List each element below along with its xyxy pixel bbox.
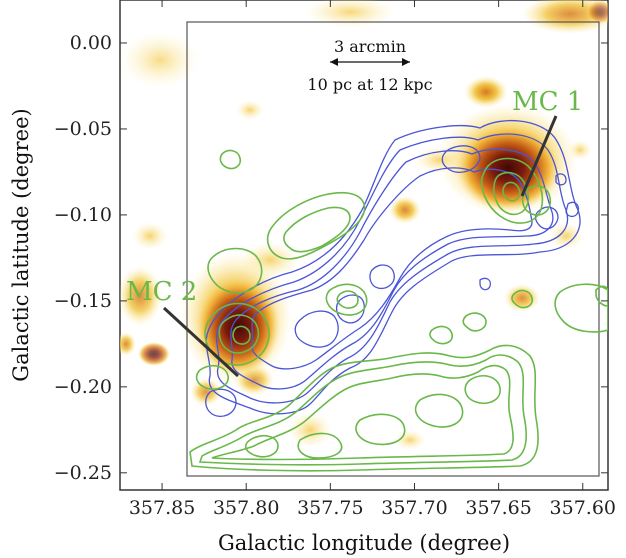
blue-contour: [294, 310, 339, 348]
blue-contour: [565, 201, 580, 218]
green-contour: [244, 434, 279, 458]
green-contour: [211, 364, 514, 461]
heat-speckle: [522, 0, 608, 34]
green-contour: [502, 181, 521, 202]
blue-contours: [205, 119, 581, 417]
heat-speckle: [389, 196, 421, 224]
green-contour: [480, 157, 544, 224]
heat-peak-mc2: [196, 276, 280, 376]
heat-speckle: [288, 412, 332, 448]
green-contour: [198, 354, 527, 466]
heat-speckle: [120, 332, 136, 356]
green-contour: [414, 393, 464, 428]
green-contour: [355, 413, 406, 446]
green-contour: [195, 364, 229, 391]
x-tick-label: 357.85: [129, 497, 195, 519]
green-contour: [189, 344, 539, 472]
green-contour: [325, 283, 368, 316]
axis-ticks: [120, 0, 608, 490]
x-tick-label: 357.70: [381, 497, 447, 519]
green-contour: [219, 149, 242, 170]
x-tick-label: 357.75: [297, 497, 363, 519]
y-tick-label: −0.25: [54, 462, 112, 484]
green-contour: [493, 171, 530, 216]
heat-speckle: [236, 100, 264, 120]
scale-bar: 3 arcmin 10 pc at 12 kpc: [307, 37, 432, 94]
mc2-pointer-line: [162, 306, 240, 378]
scale-bar-right-arrow: [402, 58, 410, 66]
y-tick-label: 0.00: [70, 32, 112, 54]
heat-speckle: [464, 76, 508, 108]
mc2-label: MC 2: [126, 277, 197, 307]
blue-contour: [205, 119, 581, 415]
heat-speckle: [548, 222, 584, 250]
scale-bar-left-arrow: [330, 58, 338, 66]
blue-contour: [369, 264, 395, 290]
x-tick-label: 357.80: [213, 497, 279, 519]
green-contour: [554, 283, 608, 333]
y-tick-label: −0.15: [54, 290, 112, 312]
green-contour: [521, 185, 552, 216]
green-contour: [462, 312, 487, 332]
blue-contour: [215, 133, 569, 404]
y-tick-label: −0.05: [54, 118, 112, 140]
green-contour: [232, 325, 251, 345]
heat-speckle: [394, 430, 426, 450]
green-contour: [464, 375, 501, 404]
y-tick-label: −0.10: [54, 204, 112, 226]
heat-speckle: [120, 266, 162, 326]
green-contour: [595, 285, 608, 307]
axis-tick-labels: 357.85 357.80 357.75 357.70 357.65 357.60 0.00…: [54, 32, 616, 519]
green-contours: [189, 149, 608, 472]
green-contour: [266, 191, 366, 260]
scale-bar-label-bottom: 10 pc at 12 kpc: [307, 75, 432, 94]
region-box: [186, 21, 600, 477]
heat-speckle: [120, 32, 200, 88]
heat-speckle: [138, 342, 170, 366]
blue-contour: [555, 173, 567, 186]
green-contour: [283, 206, 351, 253]
x-tick-label: 357.65: [465, 497, 531, 519]
green-contour: [511, 289, 534, 309]
mc1-pointer-line: [520, 115, 558, 197]
x-tick-label: 357.60: [550, 497, 616, 519]
scale-bar-label-top: 3 arcmin: [334, 37, 406, 56]
heat-speckle: [586, 0, 608, 24]
blue-contour: [479, 277, 492, 291]
y-axis-title: Galactic latitude (degree): [9, 108, 33, 381]
x-axis-title: Galactic longitude (degree): [218, 531, 510, 555]
green-contour: [218, 314, 260, 354]
blue-contour: [205, 388, 237, 417]
heat-speckle: [132, 222, 168, 250]
green-contour: [207, 247, 263, 294]
heat-speckle: [190, 378, 222, 406]
green-contour: [297, 432, 343, 459]
green-contour: [336, 290, 359, 309]
blue-contour: [230, 148, 554, 390]
green-contour: [204, 302, 270, 366]
y-tick-label: −0.20: [54, 376, 112, 398]
heat-speckle: [304, 0, 396, 28]
green-contour: [429, 325, 454, 345]
blue-contour: [251, 167, 533, 370]
blue-contour: [441, 145, 481, 173]
mc1-label: MC 1: [512, 87, 583, 117]
